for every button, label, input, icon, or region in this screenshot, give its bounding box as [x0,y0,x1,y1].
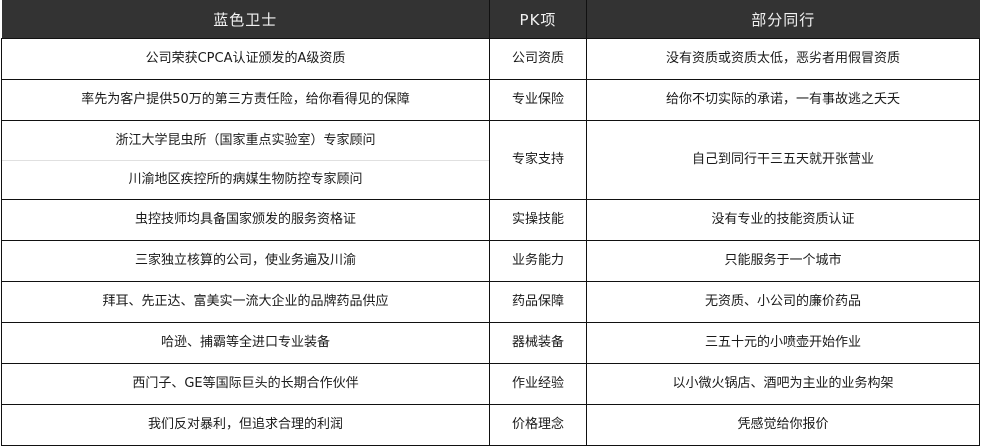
peer-cell: 自己到同行干三五天就开张营业 [586,120,980,200]
table-row: 公司荣获CPCA认证颁发的A级资质 公司资质 没有资质或资质太低，恶劣者用假冒资… [1,38,980,80]
pk-category-cell: 业务能力 [489,240,587,282]
own-brand-cell: 拜耳、先正达、富美实一流大企业的品牌药品供应 [1,281,490,323]
own-brand-cell: 西门子、GE等国际巨头的长期合作伙伴 [1,363,490,405]
table-row: 浙江大学昆虫所（国家重点实验室）专家顾问 川渝地区疾控所的病媒生物防控专家顾问 … [1,120,980,200]
split-cell-inner: 浙江大学昆虫所（国家重点实验室）专家顾问 川渝地区疾控所的病媒生物防控专家顾问 [2,121,489,199]
table-row: 拜耳、先正达、富美实一流大企业的品牌药品供应 药品保障 无资质、小公司的廉价药品 [1,281,980,323]
peer-cell: 以小微火锅店、酒吧为主业的业务构架 [586,363,980,405]
pk-category-cell: 专家支持 [489,120,587,200]
own-brand-cell: 哈逊、捕霸等全进口专业装备 [1,322,490,364]
own-brand-subline: 川渝地区疾控所的病媒生物防控专家顾问 [128,172,363,187]
own-brand-cell: 公司荣获CPCA认证颁发的A级资质 [1,38,490,80]
header-cell-peers: 部分同行 [586,0,980,39]
table-row: 率先为客户提供50万的第三方责任险，给你看得见的保障 专业保险 给你不切实际的承… [1,79,980,121]
table-row: 西门子、GE等国际巨头的长期合作伙伴 作业经验 以小微火锅店、酒吧为主业的业务构… [1,363,980,405]
table-body: 公司荣获CPCA认证颁发的A级资质 公司资质 没有资质或资质太低，恶劣者用假冒资… [1,38,980,446]
pk-category-cell: 专业保险 [489,79,587,121]
table-header: 蓝色卫士 PK项 部分同行 [1,0,980,39]
pk-category-cell: 公司资质 [489,38,587,80]
own-brand-cell-split: 浙江大学昆虫所（国家重点实验室）专家顾问 川渝地区疾控所的病媒生物防控专家顾问 [1,120,490,200]
pk-category-cell: 实操技能 [489,199,587,241]
peer-cell: 没有资质或资质太低，恶劣者用假冒资质 [586,38,980,80]
own-brand-cell: 虫控技师均具备国家颁发的服务资格证 [1,199,490,241]
own-brand-cell: 我们反对暴利，但追求合理的利润 [1,404,490,446]
peer-cell: 无资质、小公司的廉价药品 [586,281,980,323]
table-row: 三家独立核算的公司，使业务遍及川渝 业务能力 只能服务于一个城市 [1,240,980,282]
header-cell-own-brand: 蓝色卫士 [1,0,490,39]
own-brand-subline: 浙江大学昆虫所（国家重点实验室）专家顾问 [2,121,489,161]
peer-cell: 三五十元的小喷壶开始作业 [586,322,980,364]
peer-cell: 凭感觉给你报价 [586,404,980,446]
own-brand-cell: 三家独立核算的公司，使业务遍及川渝 [1,240,490,282]
header-cell-pk-category: PK项 [489,0,587,39]
peer-cell: 只能服务于一个城市 [586,240,980,282]
table-row: 虫控技师均具备国家颁发的服务资格证 实操技能 没有专业的技能资质认证 [1,199,980,241]
table-row: 哈逊、捕霸等全进口专业装备 器械装备 三五十元的小喷壶开始作业 [1,322,980,364]
table-row: 我们反对暴利，但追求合理的利润 价格理念 凭感觉给你报价 [1,404,980,446]
peer-cell: 给你不切实际的承诺，一有事故逃之夭夭 [586,79,980,121]
header-row: 蓝色卫士 PK项 部分同行 [1,0,980,39]
own-brand-cell: 率先为客户提供50万的第三方责任险，给你看得见的保障 [1,79,490,121]
pk-category-cell: 价格理念 [489,404,587,446]
pk-category-cell: 作业经验 [489,363,587,405]
peer-cell: 没有专业的技能资质认证 [586,199,980,241]
pk-category-cell: 器械装备 [489,322,587,364]
pk-category-cell: 药品保障 [489,281,587,323]
